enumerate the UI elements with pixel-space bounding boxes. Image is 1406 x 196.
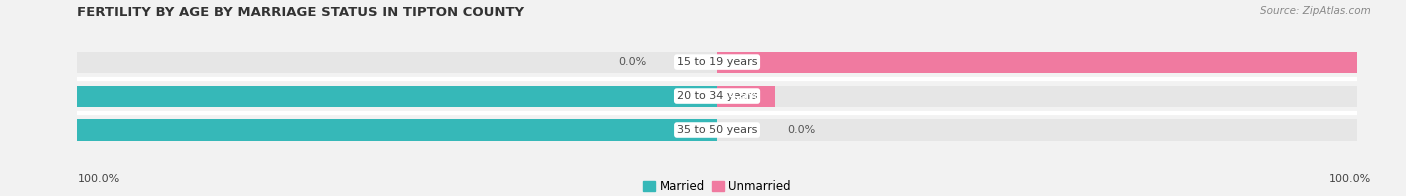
Text: 15 to 19 years: 15 to 19 years [676, 57, 758, 67]
Text: 0.0%: 0.0% [787, 125, 815, 135]
Bar [77, 52, 1357, 73]
Text: 35 to 50 years: 35 to 50 years [676, 125, 758, 135]
Bar [717, 52, 1406, 73]
Text: 0.0%: 0.0% [619, 57, 647, 67]
Text: 4.5%: 4.5% [728, 91, 759, 101]
Text: Source: ZipAtlas.com: Source: ZipAtlas.com [1260, 6, 1371, 16]
Bar [77, 120, 1357, 141]
Bar [717, 85, 775, 107]
Text: 100.0%: 100.0% [77, 174, 120, 184]
Text: FERTILITY BY AGE BY MARRIAGE STATUS IN TIPTON COUNTY: FERTILITY BY AGE BY MARRIAGE STATUS IN T… [77, 6, 524, 19]
Text: 20 to 34 years: 20 to 34 years [676, 91, 758, 101]
Text: 100.0%: 100.0% [1329, 174, 1371, 184]
Bar [0, 120, 717, 141]
Bar [0, 85, 717, 107]
Bar [77, 85, 1357, 107]
Legend: Married, Unmarried: Married, Unmarried [638, 175, 796, 196]
